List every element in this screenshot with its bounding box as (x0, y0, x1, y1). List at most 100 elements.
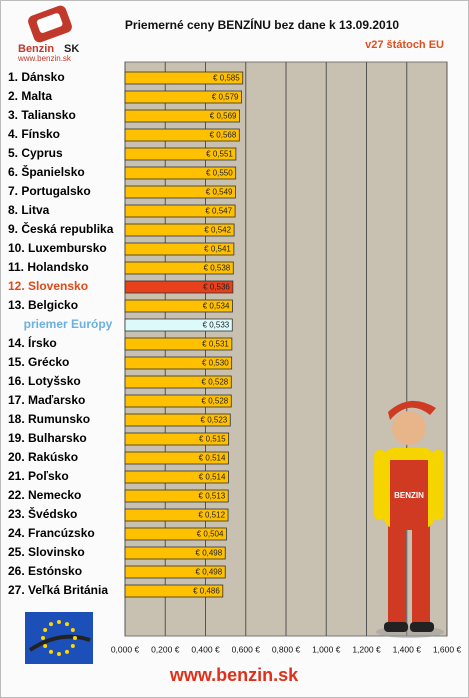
category-label: 27. Veľká Británia (8, 583, 108, 597)
value-label: € 0,498 (196, 568, 223, 577)
category-label: 24. Francúzsko (8, 526, 95, 540)
x-tick-label: 1,600 € (433, 644, 462, 654)
value-label: € 0,569 (210, 112, 237, 121)
category-label: 14. Írsko (8, 335, 57, 350)
bar (124, 147, 237, 161)
bar (124, 128, 240, 142)
category-label: 8. Litva (8, 203, 50, 217)
value-label: € 0,512 (198, 511, 225, 520)
bar (124, 318, 233, 332)
value-label: € 0,541 (204, 245, 231, 254)
category-label: 6. Španielsko (8, 164, 85, 179)
value-label: € 0,585 (213, 74, 240, 83)
x-tick-label: 0,200 € (151, 644, 180, 654)
category-label: 12. Slovensko (8, 279, 88, 293)
x-tick-label: 0,800 € (272, 644, 301, 654)
value-label: € 0,513 (199, 492, 226, 501)
category-label: 7. Portugalsko (8, 184, 91, 198)
flag-star (65, 649, 69, 654)
x-tick-label: 0,000 € (111, 644, 140, 654)
flag-star (41, 636, 45, 640)
value-label: € 0,523 (201, 416, 228, 425)
bar (124, 470, 229, 484)
x-tick-label: 1,400 € (393, 644, 422, 654)
category-label: 4. Fínsko (8, 127, 60, 141)
bar (124, 451, 229, 465)
flag-star (49, 622, 53, 627)
category-label: 13. Belgicko (8, 298, 78, 312)
bar (124, 109, 240, 123)
chart-title: Priemerné ceny BENZÍNU bez dane k 13.09.… (125, 17, 399, 32)
chart-subtitle: v27 štátoch EU (365, 39, 444, 51)
category-label: 26. Estónsko (8, 564, 82, 578)
value-label: € 0,528 (202, 397, 229, 406)
logo-url: www.benzin.sk (17, 54, 72, 63)
value-label: € 0,538 (204, 264, 231, 273)
bar (124, 71, 244, 85)
bar (124, 413, 231, 427)
bar (124, 166, 237, 180)
bar (124, 508, 229, 522)
value-label: € 0,536 (203, 283, 230, 292)
flag-star (70, 644, 75, 648)
value-label: € 0,514 (199, 473, 226, 482)
flag-star (57, 620, 61, 624)
bar (124, 546, 226, 560)
bar (124, 527, 227, 541)
category-label: 16. Lotyšsko (8, 374, 81, 388)
category-label: 21. Poľsko (8, 469, 69, 483)
value-label: € 0,547 (205, 207, 232, 216)
flag-star (70, 628, 75, 632)
category-label: 2. Malta (8, 89, 52, 103)
value-label: € 0,514 (199, 454, 226, 463)
value-label: € 0,486 (193, 587, 220, 596)
value-label: € 0,579 (212, 93, 239, 102)
bar (124, 242, 235, 256)
x-tick-label: 1,200 € (352, 644, 381, 654)
flag-star (43, 644, 48, 648)
flag-star (43, 628, 48, 632)
category-label: 5. Cyprus (8, 146, 63, 160)
bar (124, 223, 235, 237)
logo-name: Benzin (18, 43, 54, 55)
value-label: € 0,515 (199, 435, 226, 444)
bar (124, 280, 234, 294)
x-tick-label: 0,400 € (191, 644, 220, 654)
category-label: 1. Dánsko (8, 70, 65, 84)
flag-star (73, 636, 77, 640)
value-label: € 0,534 (203, 302, 230, 311)
category-label: 23. Švédsko (8, 506, 77, 521)
value-label: € 0,531 (202, 340, 229, 349)
bar (124, 356, 233, 370)
bar (124, 489, 229, 503)
logo-suffix: SK (64, 43, 79, 55)
value-label: € 0,498 (196, 549, 223, 558)
bar (124, 204, 236, 218)
bar (124, 185, 236, 199)
category-label: 17. Maďarsko (8, 393, 85, 407)
category-label: 19. Bulharsko (8, 431, 87, 445)
category-label: 25. Slovinsko (8, 545, 85, 559)
svg-text:BENZIN: BENZIN (394, 491, 424, 500)
category-label: 15. Grécko (8, 355, 69, 369)
x-tick-label: 0,600 € (232, 644, 261, 654)
flag-star (57, 652, 61, 656)
mechanic-figure: BENZIN (374, 400, 444, 638)
category-label: 3. Taliansko (8, 108, 76, 122)
value-label: € 0,551 (206, 150, 233, 159)
bar (124, 261, 234, 275)
footer: www.benzin.sk (169, 665, 299, 685)
category-label: 10. Luxembursko (8, 241, 107, 255)
value-label: € 0,533 (203, 321, 230, 330)
value-label: € 0,568 (210, 131, 237, 140)
value-label: € 0,549 (206, 188, 233, 197)
flag-star (65, 622, 69, 627)
category-label: priemer Európy (24, 317, 113, 331)
bar (124, 565, 226, 579)
bar (124, 432, 230, 446)
value-label: € 0,530 (202, 359, 229, 368)
value-label: € 0,542 (204, 226, 231, 235)
value-label: € 0,504 (197, 530, 224, 539)
value-label: € 0,550 (206, 169, 233, 178)
